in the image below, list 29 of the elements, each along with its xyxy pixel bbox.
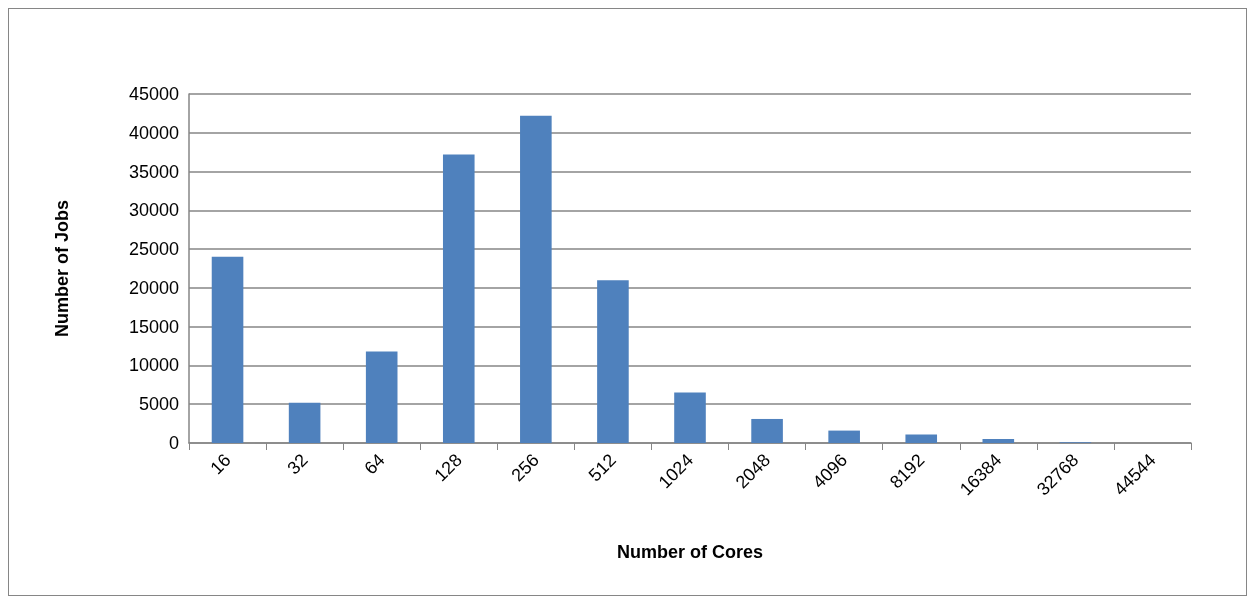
y-tick-label: 10000	[128, 355, 179, 376]
bar	[288, 402, 321, 443]
y-tick-label: 25000	[128, 239, 179, 260]
x-tick-label: 128	[430, 449, 466, 486]
bar	[674, 392, 706, 443]
x-tick-label: 512	[584, 449, 620, 486]
bar	[905, 434, 938, 443]
y-tick-label: 40000	[128, 122, 179, 143]
bar	[442, 154, 475, 443]
bar	[365, 351, 398, 443]
bar	[597, 280, 629, 443]
y-tick-label: 0	[168, 433, 179, 453]
y-tick-label: 45000	[128, 84, 179, 104]
x-tick-label: 32	[283, 449, 312, 479]
bar	[211, 256, 244, 443]
y-tick-label: 5000	[138, 394, 179, 415]
bar	[828, 430, 860, 443]
y-tick-label: 15000	[128, 316, 179, 337]
bar	[520, 115, 552, 443]
x-tick-label: 16	[206, 449, 235, 479]
y-tick-label: 35000	[128, 161, 179, 182]
y-tick-label: 30000	[128, 200, 179, 221]
x-tick-label: 256	[507, 449, 543, 486]
y-axis-title: Number of Jobs	[52, 199, 72, 338]
bar	[751, 418, 783, 443]
x-tick-label: 64	[360, 449, 389, 479]
x-axis-title: Number of Cores	[616, 542, 764, 562]
y-tick-label: 20000	[128, 277, 179, 298]
bar	[982, 439, 1015, 443]
